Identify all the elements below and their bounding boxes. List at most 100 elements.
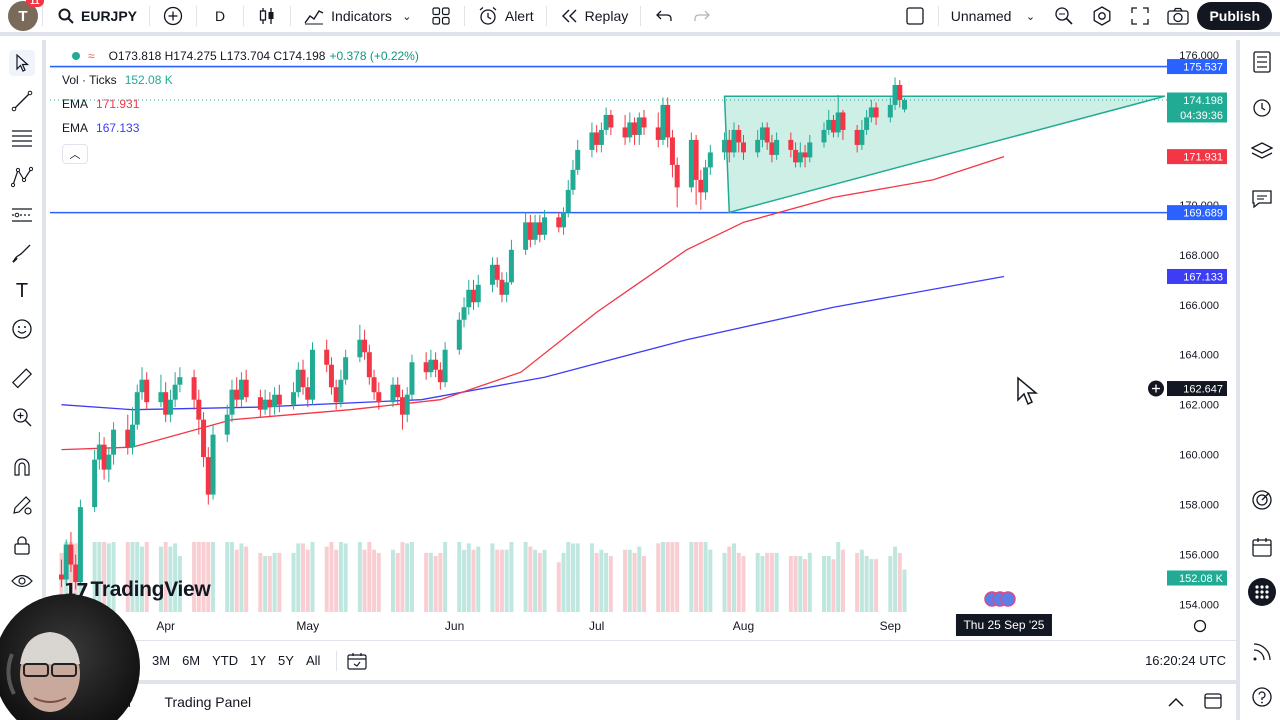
replay-button[interactable]: Replay: [551, 1, 637, 31]
candle-body[interactable]: [830, 119, 836, 133]
candle-body[interactable]: [868, 107, 874, 118]
candle-body[interactable]: [328, 364, 334, 388]
candle-body[interactable]: [106, 454, 112, 470]
calendar-icon[interactable]: [1248, 533, 1276, 561]
candle-body[interactable]: [471, 289, 477, 303]
candle-body[interactable]: [840, 112, 846, 130]
quick-search-button[interactable]: [1045, 1, 1083, 31]
candle-body[interactable]: [608, 114, 614, 128]
range-6m-button[interactable]: 6M: [182, 653, 201, 668]
user-avatar[interactable]: T 11: [8, 0, 44, 31]
range-3m-button[interactable]: 3M: [152, 653, 171, 668]
candle-body[interactable]: [461, 307, 467, 320]
candle-body[interactable]: [622, 127, 628, 138]
candle-body[interactable]: [309, 349, 315, 400]
candle-body[interactable]: [589, 132, 595, 150]
candle-body[interactable]: [177, 377, 183, 385]
lock-icon[interactable]: [9, 532, 35, 558]
candle-body[interactable]: [262, 399, 268, 410]
candle-body[interactable]: [243, 379, 249, 398]
date-range-icon[interactable]: [347, 652, 367, 670]
layout-name-button[interactable]: Unnamed ⌄: [943, 1, 1046, 31]
candle-body[interactable]: [565, 189, 571, 213]
zoom-in-icon[interactable]: [9, 404, 35, 430]
candle-body[interactable]: [556, 217, 562, 228]
chart-type-button[interactable]: [248, 1, 286, 31]
candle-body[interactable]: [144, 379, 150, 403]
fullscreen-button[interactable]: [1121, 1, 1159, 31]
candle-body[interactable]: [163, 392, 169, 415]
candle-body[interactable]: [793, 149, 799, 163]
candle-body[interactable]: [276, 394, 282, 405]
compare-symbol-button[interactable]: [154, 1, 192, 31]
help-icon[interactable]: [1248, 683, 1276, 711]
layers-icon[interactable]: [1248, 138, 1276, 166]
ema-slow-legend-row[interactable]: EMA 167.133: [60, 116, 419, 140]
candle-body[interactable]: [191, 377, 197, 400]
candle-body[interactable]: [821, 129, 827, 143]
volume-legend-row[interactable]: Vol · Ticks 152.08 K: [60, 68, 419, 92]
candle-body[interactable]: [210, 434, 216, 495]
candle-body[interactable]: [343, 357, 349, 380]
candle-body[interactable]: [797, 152, 803, 163]
ruler-tool-icon[interactable]: [9, 366, 35, 392]
eye-icon[interactable]: [9, 568, 35, 594]
candle-body[interactable]: [494, 264, 500, 280]
candle-body[interactable]: [864, 117, 870, 130]
candle-body[interactable]: [433, 359, 439, 370]
chat-icon[interactable]: [1248, 185, 1276, 213]
candle-body[interactable]: [423, 362, 429, 373]
candle-body[interactable]: [338, 379, 344, 403]
snapshot-button[interactable]: [1159, 1, 1197, 31]
candle-body[interactable]: [58, 574, 64, 580]
candle-body[interactable]: [224, 414, 230, 435]
candle-body[interactable]: [399, 397, 405, 415]
candle-body[interactable]: [532, 222, 538, 240]
utc-clock[interactable]: 16:20:24 UTC: [1145, 653, 1226, 668]
trend-line-tool-icon[interactable]: [9, 88, 35, 114]
candle-body[interactable]: [257, 397, 263, 410]
candle-body[interactable]: [698, 179, 704, 193]
candle-body[interactable]: [234, 389, 240, 400]
candle-body[interactable]: [759, 127, 765, 140]
candle-body[interactable]: [669, 137, 675, 165]
magnet-icon[interactable]: [9, 454, 35, 480]
candle-body[interactable]: [859, 129, 865, 145]
candle-body[interactable]: [693, 139, 699, 180]
indicators-button[interactable]: Indicators ⌄: [295, 1, 422, 31]
candle-body[interactable]: [807, 142, 813, 158]
range-5y-button[interactable]: 5Y: [278, 653, 294, 668]
candle-body[interactable]: [272, 394, 278, 408]
ema-slow-line[interactable]: [61, 275, 1005, 411]
candle-body[interactable]: [499, 279, 505, 295]
candle-body[interactable]: [267, 399, 273, 408]
candle-body[interactable]: [508, 249, 514, 283]
candle-body[interactable]: [826, 119, 832, 130]
interval-button[interactable]: D: [215, 8, 226, 24]
candle-body[interactable]: [887, 104, 893, 118]
axis-settings-icon[interactable]: [1193, 619, 1207, 633]
candle-body[interactable]: [603, 114, 609, 130]
candle-body[interactable]: [774, 139, 780, 155]
chevron-up-icon[interactable]: [1168, 694, 1184, 710]
candle-body[interactable]: [726, 139, 732, 153]
symbol-search[interactable]: EURJPY: [47, 1, 145, 31]
candle-body[interactable]: [466, 289, 472, 308]
pattern-tool-icon[interactable]: [9, 164, 35, 190]
candle-body[interactable]: [707, 152, 713, 168]
candle-body[interactable]: [333, 387, 339, 403]
time-axis[interactable]: [50, 612, 1232, 640]
collapse-legend-button[interactable]: ︿: [62, 144, 88, 164]
candle-body[interactable]: [291, 392, 297, 405]
candle-body[interactable]: [428, 359, 434, 373]
layout-button[interactable]: [896, 1, 934, 31]
candle-body[interactable]: [357, 339, 363, 358]
candle-body[interactable]: [854, 129, 860, 145]
range-all-button[interactable]: All: [305, 653, 321, 668]
candle-body[interactable]: [305, 387, 311, 400]
candle-body[interactable]: [442, 349, 448, 383]
candle-body[interactable]: [722, 139, 728, 153]
candle-body[interactable]: [96, 444, 102, 460]
candle-body[interactable]: [409, 362, 415, 395]
candle-body[interactable]: [598, 129, 604, 145]
